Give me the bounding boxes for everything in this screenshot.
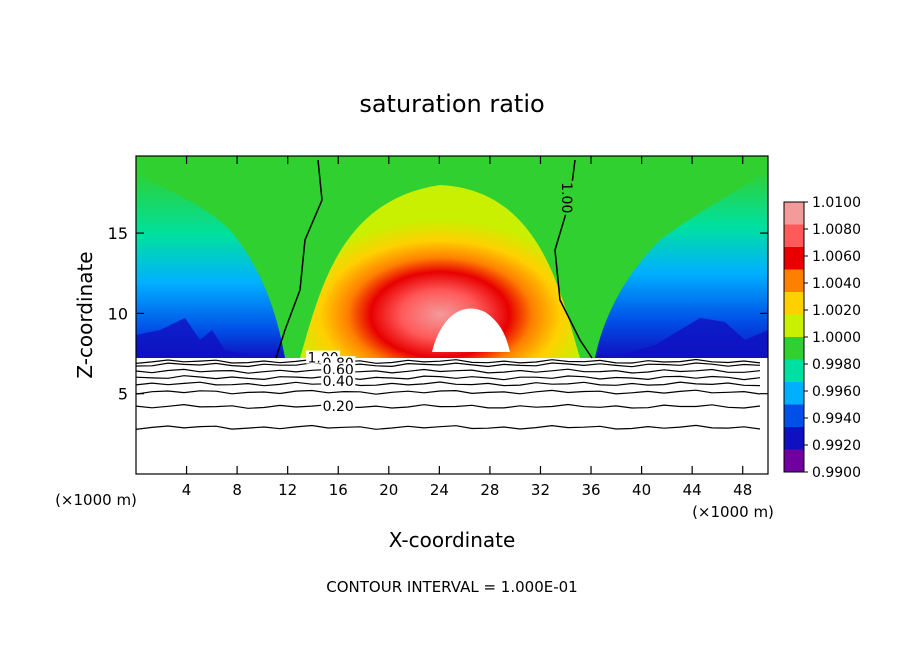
colorbar-swatch	[784, 404, 804, 428]
contour-line	[136, 424, 761, 431]
plot-frame	[135, 155, 769, 475]
y-axis-title: Z-coordinate	[73, 251, 97, 378]
right-dry-region	[595, 170, 768, 358]
contour-line	[136, 389, 761, 395]
x-unit-label-left: (×1000 m)	[55, 491, 137, 509]
contour-line	[136, 403, 761, 409]
contour-label-bg	[560, 180, 574, 215]
y-tick-label: 5	[118, 385, 128, 404]
plume-core	[432, 308, 510, 352]
contour-label-bg	[321, 373, 356, 387]
lower-layer	[136, 358, 768, 474]
colorbar-label: 0.9900	[812, 465, 861, 481]
colorbar-swatch	[784, 202, 804, 225]
x-tick-label: 40	[632, 481, 651, 499]
y-tick-label: 15	[108, 224, 128, 243]
contour-line	[136, 375, 761, 381]
contour-left-boundary	[275, 159, 323, 359]
x-tick-label: 48	[733, 481, 752, 499]
contour-lines	[136, 358, 761, 431]
colorbar: 1.0100 1.0080 1.0060 1.0040 1.0020 1.0000 0.99…	[783, 195, 861, 481]
left-deep-dry	[136, 318, 250, 358]
contour-label-bg	[321, 362, 356, 376]
colorbar-swatch	[784, 292, 804, 315]
y-axis: 5 10 15	[108, 224, 768, 404]
colorbar-label: 1.0020	[812, 303, 861, 319]
supersaturated-plume	[300, 185, 580, 358]
colorbar-swatch	[784, 247, 804, 270]
colorbar-label: 0.9940	[812, 411, 861, 427]
x-tick-label: 12	[278, 481, 297, 499]
left-dry-region	[136, 170, 285, 358]
x-tick-label: 20	[379, 481, 398, 499]
contour-label: 0.20	[323, 399, 354, 415]
colorbar-swatch	[784, 269, 804, 293]
colorbar-label: 0.9980	[812, 357, 861, 373]
colorbar-swatch	[784, 314, 804, 338]
contour-line	[136, 381, 761, 387]
x-tick-label: 8	[232, 481, 242, 499]
colorbar-swatch	[784, 427, 804, 450]
contour-label-bg	[321, 398, 356, 412]
colorbar-swatch	[784, 449, 804, 473]
colorbar-swatch	[784, 224, 804, 248]
colorbar-label: 1.0040	[812, 276, 861, 292]
contour-line	[136, 358, 761, 365]
plot-area: 1.000.800.600.400.201.00	[136, 156, 768, 474]
contour-label: 0.40	[323, 374, 354, 390]
colorbar-label: 0.9920	[812, 438, 861, 454]
contour-line	[136, 362, 761, 368]
x-tick-label: 28	[480, 481, 499, 499]
right-deep-dry	[615, 318, 768, 358]
x-axis: 4 8 12 16 20 24 28 32 36 40 44 48	[182, 156, 752, 499]
colorbar-label: 0.9960	[812, 384, 861, 400]
x-axis-title: X-coordinate	[389, 528, 516, 552]
colorbar-label: 1.0100	[812, 195, 861, 211]
colorbar-swatch	[784, 359, 804, 383]
x-tick-label: 24	[430, 481, 449, 499]
colorbar-label: 1.0080	[812, 222, 861, 238]
contour-interval-note: CONTOUR INTERVAL = 1.000E-01	[326, 578, 577, 596]
x-tick-label: 32	[531, 481, 550, 499]
colorbar-label: 1.0060	[812, 249, 861, 265]
colorbar-swatch	[784, 382, 804, 405]
x-tick-label: 44	[683, 481, 702, 499]
x-tick-label: 4	[182, 481, 192, 499]
chart-title: saturation ratio	[359, 90, 544, 118]
x-unit-label-right: (×1000 m)	[692, 503, 774, 521]
x-tick-label: 16	[329, 481, 348, 499]
contour-line	[136, 368, 761, 374]
y-tick-label: 10	[108, 304, 128, 323]
x-tick-label: 36	[581, 481, 600, 499]
colorbar-swatch	[784, 337, 804, 360]
contour-label: 1.00	[558, 182, 574, 213]
colorbar-label: 1.0000	[812, 330, 861, 346]
